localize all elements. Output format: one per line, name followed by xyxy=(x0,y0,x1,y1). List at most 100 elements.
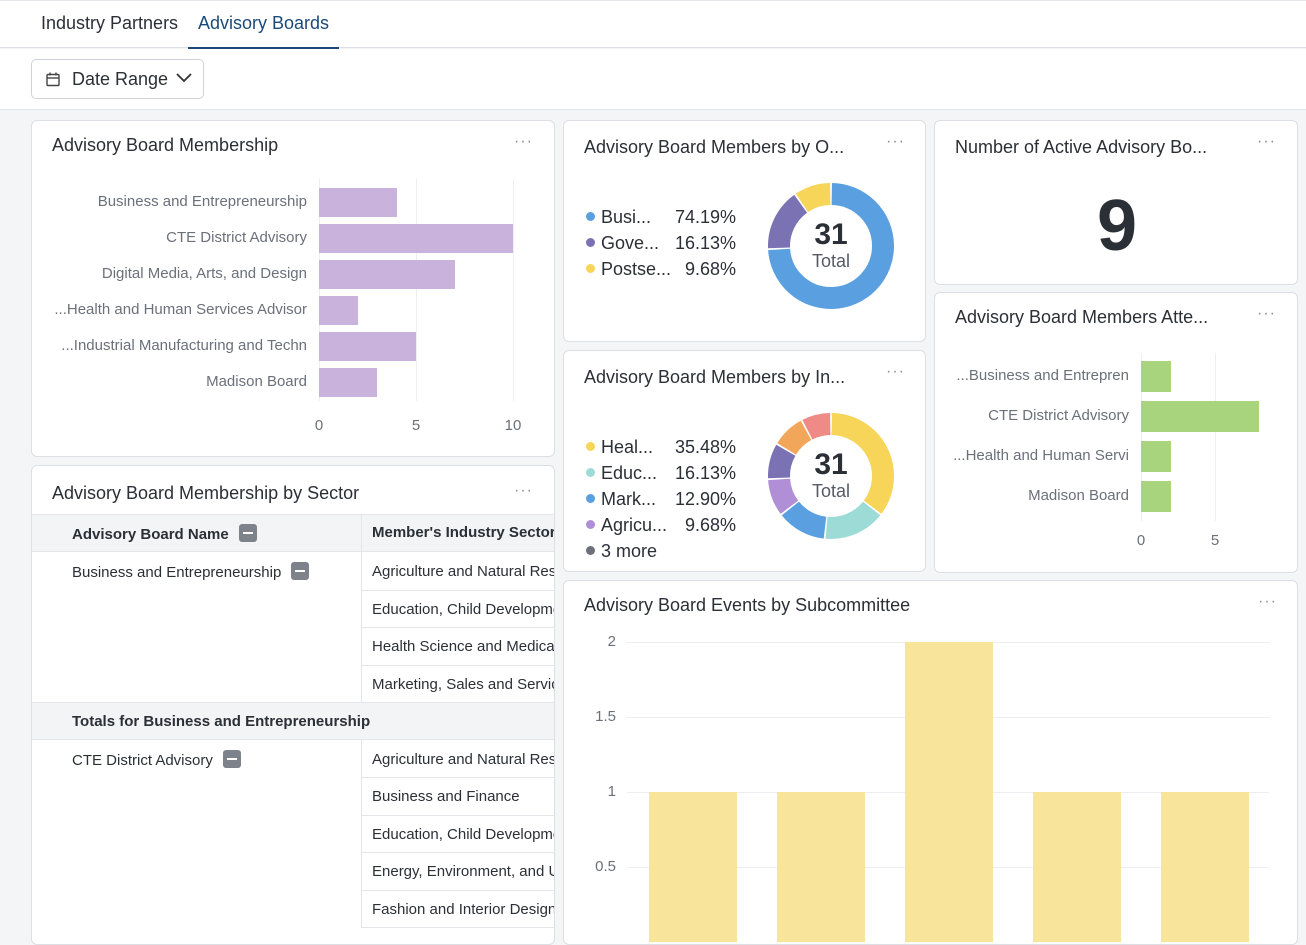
legend-percent: 12.90% xyxy=(674,489,736,509)
board-name-cell[interactable]: Business and Entrepreneurship xyxy=(72,562,310,581)
membership-category-label: Industrial Manufacturing and Techn... xyxy=(61,337,307,354)
row-divider xyxy=(361,627,554,628)
donut-slice[interactable] xyxy=(802,413,831,440)
legend-percent: 9.68% xyxy=(684,515,736,535)
membership-bar[interactable] xyxy=(319,188,397,217)
board-name-cell[interactable]: CTE District Advisory xyxy=(72,749,241,769)
attendance-bar[interactable] xyxy=(1141,361,1171,392)
collapse-icon[interactable] xyxy=(238,524,257,542)
row-divider xyxy=(361,889,554,891)
legend-label: Gove... xyxy=(601,233,660,253)
events-bar[interactable] xyxy=(649,792,737,942)
date-range-label: Date Range xyxy=(72,69,169,89)
sector-menu-icon[interactable]: ··· xyxy=(514,482,533,499)
board-name: CTE District Advisory xyxy=(72,751,213,769)
col-divider xyxy=(361,515,362,553)
sector-cell: Marketing, Sales and Service xyxy=(372,675,555,693)
membership-gridline xyxy=(513,179,514,401)
legend-item[interactable]: Gove... xyxy=(586,233,659,254)
events-card: Advisory Board Events by Subcommittee ··… xyxy=(563,580,1298,945)
board-name: Business and Entrepreneurship xyxy=(72,564,282,581)
legend-label: Busi... xyxy=(601,207,652,227)
legend-item[interactable]: Heal... xyxy=(586,437,653,458)
legend-label: Agricu... xyxy=(601,515,668,535)
attendance-title: Advisory Board Members Atte... xyxy=(955,307,1209,327)
sector-title: Advisory Board Membership by Sector xyxy=(52,483,360,503)
donut-slice[interactable] xyxy=(795,183,831,213)
by-org-donut xyxy=(768,183,894,309)
col-divider xyxy=(361,739,362,927)
legend-item[interactable]: Postse... xyxy=(586,259,671,280)
membership-category-label: Business and Entrepreneurship xyxy=(97,193,307,210)
donut-slice[interactable] xyxy=(825,501,881,539)
sector-cell: Education, Child Developme xyxy=(372,825,555,843)
by-industry-donut xyxy=(768,413,894,539)
sector-card: Advisory Board Membership by Sector ··· … xyxy=(31,465,555,945)
legend-dot xyxy=(586,494,595,503)
donut-slice[interactable] xyxy=(768,478,799,514)
attendance-tick: 0 xyxy=(1136,532,1146,549)
date-range-button[interactable]: Date Range xyxy=(31,59,204,99)
sector-cell: Business and Finance xyxy=(372,788,520,805)
membership-bar[interactable] xyxy=(319,224,513,253)
col-industry-sector[interactable]: Member's Industry Sector xyxy=(372,524,555,541)
legend-item[interactable]: Busi... xyxy=(586,207,651,228)
tab-advisory-boards[interactable]: Advisory Boards xyxy=(188,13,340,49)
col-board-name[interactable]: Advisory Board Name xyxy=(72,524,257,543)
legend-dot xyxy=(586,468,595,477)
attendance-menu-icon[interactable]: ··· xyxy=(1257,305,1276,322)
donut-slice[interactable] xyxy=(831,413,894,514)
legend-item[interactable]: Agricu... xyxy=(586,515,667,536)
events-bar[interactable] xyxy=(1033,792,1121,942)
active-boards-card: Number of Active Advisory Bo... ··· 9 xyxy=(934,120,1298,285)
by-industry-menu-icon[interactable]: ··· xyxy=(886,363,905,380)
by-org-menu-icon[interactable]: ··· xyxy=(886,133,905,150)
attendance-tick: 5 xyxy=(1210,532,1220,549)
donut-slice[interactable] xyxy=(768,183,894,309)
collapse-icon[interactable] xyxy=(222,749,241,768)
attendance-bar[interactable] xyxy=(1141,401,1260,432)
donut-slice[interactable] xyxy=(768,444,796,479)
collapse-icon[interactable] xyxy=(291,562,310,580)
row-divider xyxy=(361,927,554,928)
membership-category-label: Madison Board xyxy=(206,373,307,390)
attendance-bar[interactable] xyxy=(1141,441,1171,472)
legend-percent: 35.48% xyxy=(674,437,736,457)
donut-slice[interactable] xyxy=(768,194,808,249)
events-bar[interactable] xyxy=(905,642,993,942)
membership-bar[interactable] xyxy=(319,332,416,361)
filter-bar: Date Range xyxy=(0,49,1306,110)
membership-gridline xyxy=(319,179,320,401)
membership-title: Advisory Board Membership xyxy=(52,135,279,155)
legend-percent: 16.13% xyxy=(674,463,736,483)
events-bar[interactable] xyxy=(777,792,865,942)
totals-row xyxy=(32,702,554,740)
legend-item[interactable]: Educ... xyxy=(586,463,657,484)
by-industry-total-label: Total xyxy=(811,481,851,501)
attendance-category-label: Business and Entrepren... xyxy=(956,367,1129,384)
legend-dot xyxy=(586,546,595,555)
donut-slice[interactable] xyxy=(781,501,827,539)
membership-category-label: Health and Human Services Advisor... xyxy=(54,301,307,318)
by-org-total-label: Total xyxy=(811,251,851,271)
events-bar[interactable] xyxy=(1161,792,1249,942)
active-boards-menu-icon[interactable]: ··· xyxy=(1257,133,1276,150)
membership-bar[interactable] xyxy=(319,296,358,325)
events-y-tick: 1.5 xyxy=(595,708,616,725)
events-menu-icon[interactable]: ··· xyxy=(1258,593,1277,610)
by-industry-total-value: 31 xyxy=(814,448,848,481)
legend-label: Postse... xyxy=(601,259,672,279)
membership-bar[interactable] xyxy=(319,368,378,397)
by-org-card: Advisory Board Members by O... ··· Busi.… xyxy=(563,120,926,342)
legend-item[interactable]: Mark... xyxy=(586,489,656,510)
tab-industry-partners[interactable]: Industry Partners xyxy=(41,13,179,33)
donut-slice[interactable] xyxy=(777,420,812,456)
legend-label: Mark... xyxy=(601,489,657,509)
sector-table-header: Advisory Board Name Member's Industry Se… xyxy=(32,514,555,553)
legend-more[interactable]: 3 more xyxy=(586,541,657,562)
active-boards-value: 9 xyxy=(1096,186,1138,266)
membership-menu-icon[interactable]: ··· xyxy=(514,133,533,150)
membership-bar[interactable] xyxy=(319,260,455,289)
attendance-bar[interactable] xyxy=(1141,481,1171,512)
legend-dot xyxy=(586,520,595,529)
